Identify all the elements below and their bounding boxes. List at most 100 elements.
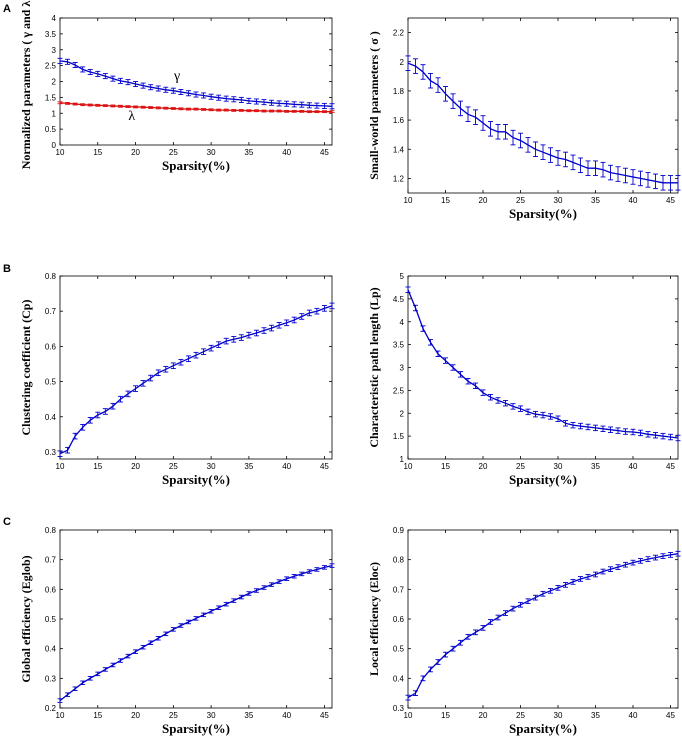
y-tick-label: 3 [52, 46, 57, 55]
x-tick-label: 15 [441, 711, 450, 720]
x-tick-label: 30 [554, 196, 563, 205]
x-tick-label: 20 [131, 148, 140, 157]
x-tick-label: 45 [666, 196, 675, 205]
x-tick-label: 25 [516, 196, 525, 205]
y-tick-label: 0.8 [45, 272, 57, 281]
x-tick-label: 30 [554, 462, 563, 471]
y-tick-label: 2.5 [393, 386, 405, 395]
x-tick-label: 45 [666, 462, 675, 471]
panel-label-b: B [3, 263, 11, 275]
y-tick-label: 4.5 [393, 295, 405, 304]
y-tick-label: 1.4 [393, 145, 405, 154]
x-tick-label: 20 [479, 462, 488, 471]
x-tick-label: 15 [441, 462, 450, 471]
series-line [407, 553, 679, 699]
series-eloc-0 [405, 550, 681, 701]
x-axis-label: Sparsity(%) [509, 472, 577, 487]
y-tick-label: 3.5 [45, 30, 57, 39]
series-clustering-0 [57, 302, 335, 457]
x-tick-label: 35 [591, 711, 600, 720]
y-tick-label: 0.2 [45, 704, 57, 713]
chart-clustering-coefficient: 10 15 20 25 30 35 40 45 0.3 0.4 0.5 0.6 0.7 0.8 Sparsi… [19, 272, 335, 487]
y-tick-label: 1.2 [393, 174, 405, 183]
x-tick-label: 30 [207, 462, 216, 471]
y-tick-label: 0.5 [45, 615, 57, 624]
y-tick-label: 0.6 [393, 615, 405, 624]
series-eglob-0 [57, 563, 335, 703]
y-tick-label: 0.5 [393, 645, 405, 654]
chart-normalized-parameters: 10 15 20 25 30 35 40 45 0 0.5 1 1.5 2 2.5 3 3.5 4 Sparsit… [19, 0, 335, 173]
plot-frame [407, 275, 679, 460]
x-axis-label: Sparsity(%) [162, 721, 230, 736]
series-line [407, 62, 678, 184]
series-pathlength-0 [405, 286, 681, 442]
y-axis-label: Global efficiency (Eglob) [19, 555, 33, 682]
chart-global-efficiency: 10 15 20 25 30 35 40 45 0.2 0.3 0.4 0.5 0.6 0.7 0.8 Spa… [19, 526, 335, 736]
series-normalized-1 [57, 101, 335, 114]
y-tick-label: 0.7 [393, 585, 405, 594]
series-line [59, 60, 333, 107]
x-axis-label: Sparsity(%) [162, 472, 230, 487]
x-tick-label: 15 [93, 711, 102, 720]
series-annotation: γ [173, 69, 180, 84]
chart-small-world: 10 15 20 25 30 35 40 45 1.2 1.4 1.6 1.8 2 2.2 Sparsity… [367, 17, 681, 221]
x-tick-label: 30 [554, 711, 563, 720]
y-tick-label: 1.5 [45, 93, 57, 102]
x-axis-label: Sparsity(%) [509, 721, 577, 736]
y-tick-label: 1.8 [393, 87, 405, 96]
y-tick-label: 1 [400, 455, 405, 464]
x-tick-label: 35 [244, 462, 253, 471]
x-tick-label: 45 [320, 711, 329, 720]
y-tick-label: 0.3 [45, 674, 57, 683]
y-tick-label: 1 [52, 109, 57, 118]
x-axis-label: Sparsity(%) [162, 158, 230, 173]
y-tick-label: 2 [400, 58, 405, 67]
y-tick-label: 0.6 [45, 585, 57, 594]
y-tick-label: 0.3 [45, 448, 57, 457]
x-tick-label: 20 [479, 711, 488, 720]
x-tick-label: 40 [282, 462, 291, 471]
y-tick-label: 0.7 [45, 556, 57, 565]
y-tick-label: 0.4 [45, 413, 57, 422]
y-axis-label: Characteristic path length (Lp) [367, 287, 381, 447]
y-tick-label: 2.5 [45, 62, 57, 71]
y-tick-label: 2.2 [393, 29, 405, 38]
plot-frame [59, 275, 333, 460]
y-tick-label: 3.5 [393, 341, 405, 350]
y-axis-label: Small-world parameters ( σ ) [367, 31, 381, 180]
y-tick-label: 0 [52, 141, 57, 150]
y-tick-label: 0.4 [45, 645, 57, 654]
y-tick-label: 0.5 [45, 125, 57, 134]
y-axis-label: Normalized parameters ( γ and λ ) [19, 0, 33, 169]
x-tick-label: 25 [516, 462, 525, 471]
x-tick-label: 10 [404, 196, 413, 205]
x-tick-label: 40 [282, 711, 291, 720]
x-tick-label: 15 [93, 148, 102, 157]
panel-label-c: C [3, 516, 11, 528]
x-tick-label: 25 [169, 148, 178, 157]
x-tick-label: 20 [479, 196, 488, 205]
plot-frame [407, 529, 679, 709]
series-line [59, 305, 333, 455]
x-tick-label: 10 [56, 148, 65, 157]
series-annotation: λ [128, 109, 135, 124]
y-tick-label: 0.9 [393, 526, 405, 535]
y-tick-label: 3 [400, 364, 405, 373]
series-line [59, 564, 333, 702]
x-tick-label: 30 [207, 148, 216, 157]
y-tick-label: 1.6 [393, 116, 405, 125]
x-tick-label: 10 [56, 462, 65, 471]
x-tick-label: 40 [629, 462, 638, 471]
x-tick-label: 20 [131, 462, 140, 471]
series-smallworld-0 [405, 55, 681, 191]
x-tick-label: 40 [629, 711, 638, 720]
y-tick-label: 0.3 [393, 704, 405, 713]
plot-frame [407, 17, 679, 194]
y-tick-label: 0.7 [45, 307, 57, 316]
x-tick-label: 35 [244, 711, 253, 720]
x-tick-label: 35 [591, 196, 600, 205]
y-axis-label: Clustering coefficient (Cp) [19, 300, 33, 436]
panel-label-a: A [3, 3, 11, 15]
y-tick-label: 0.8 [393, 556, 405, 565]
